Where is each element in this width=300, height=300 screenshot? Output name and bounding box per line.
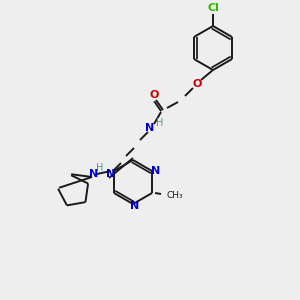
Text: Cl: Cl xyxy=(207,3,219,13)
Text: N: N xyxy=(152,166,161,176)
Text: O: O xyxy=(149,90,159,100)
Text: O: O xyxy=(192,79,202,89)
Text: H: H xyxy=(156,118,164,128)
Text: N: N xyxy=(89,169,99,179)
Text: CH₃: CH₃ xyxy=(166,190,183,200)
Text: N: N xyxy=(130,201,140,211)
Text: N: N xyxy=(106,169,116,179)
Text: N: N xyxy=(146,123,154,133)
Text: H: H xyxy=(96,163,104,173)
